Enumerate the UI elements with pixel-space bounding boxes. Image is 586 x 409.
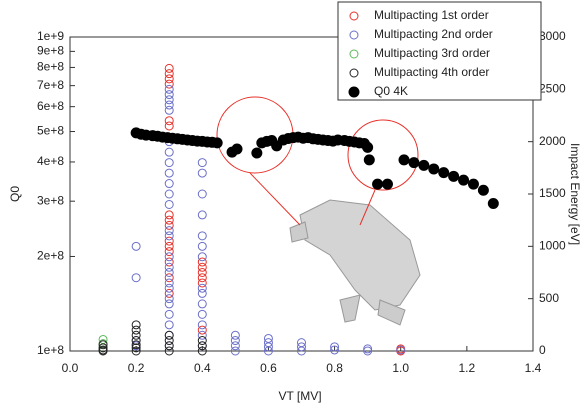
y2-tick-label: 1500 [539,186,566,200]
data-point [198,289,206,297]
data-point [165,321,173,329]
data-point [364,345,372,353]
y-tick-label: 5e+8 [37,124,64,138]
data-point [198,321,206,329]
y-tick-label: 3e+8 [37,193,64,207]
x-tick-label: 1.2 [459,361,476,375]
y-tick-label: 6e+8 [37,99,64,113]
legend-label: Q0 4K [374,84,408,98]
y2-tick-label: 2000 [539,134,566,148]
y2-tick-label: 2500 [539,82,566,96]
data-point [198,242,206,250]
data-point [165,269,173,277]
data-point [409,158,419,168]
legend-marker [349,87,359,97]
data-point [132,274,140,282]
highlight-circle [348,120,418,190]
legend-label: Multipacting 3rd order [374,46,490,60]
y-tick-label: 1e+9 [37,29,64,43]
data-point [198,300,206,308]
legend-label: Multipacting 4th order [374,65,489,79]
data-point [132,242,140,250]
x-tick-label: 1.4 [525,361,542,375]
x-tick-label: 0.0 [62,361,79,375]
x-tick-label: 0.4 [194,361,211,375]
y2-axis-title: Impact Energy [eV] [568,143,582,245]
y-tick-label: 1e+8 [37,343,64,357]
data-point [165,122,173,130]
data-point [165,159,173,167]
y2-tick-label: 0 [539,343,546,357]
data-point [165,169,173,177]
highlight-leader [250,173,300,225]
y-tick-label: 8e+8 [37,60,64,74]
cavity-port [340,295,360,322]
data-point [165,284,173,292]
data-point [363,142,373,152]
y-axis-title: Q0 [8,186,22,202]
chart: VT [MV] Q0 Impact Energy [eV] 0.0 0.2 0.4 0… [0,0,586,409]
data-point [439,168,449,178]
x-tick-label: 1.0 [392,361,409,375]
y-tick-label: 4e+8 [37,154,64,168]
data-point [373,179,383,189]
data-point [478,185,488,195]
data-point [232,144,242,154]
data-point [165,310,173,318]
data-point [364,155,374,165]
legend-label: Multipacting 2nd order [374,27,493,41]
data-point [399,155,409,165]
data-point [468,179,478,189]
data-point [419,160,429,170]
y-tick-label: 9e+8 [37,44,64,58]
data-point [165,300,173,308]
data-point [198,169,206,177]
data-point [488,198,498,208]
cavity-port [290,222,308,242]
y2-tick-label: 500 [539,291,559,305]
y-tick-label: 2e+8 [37,249,64,263]
data-point [165,232,173,240]
data-point [252,148,262,158]
data-point [198,159,206,167]
cavity-illustration [217,97,420,325]
data-point [198,211,206,219]
y2-tick-label: 3000 [539,29,566,43]
x-tick-label: 0.8 [326,361,343,375]
data-point [165,200,173,208]
data-point [212,138,222,148]
data-point [198,190,206,198]
data-point [165,106,173,114]
data-point [198,310,206,318]
legend-label: Multipacting 1st order [374,8,489,22]
data-point [382,179,392,189]
x-tick-label: 0.6 [260,361,277,375]
x-tick-label: 0.2 [128,361,145,375]
cavity-body [300,200,420,310]
data-point [459,175,469,185]
data-point [198,253,206,261]
y2-tick-label: 1000 [539,239,566,253]
data-point [449,171,459,181]
data-point [165,190,173,198]
y-tick-label: 7e+8 [37,78,64,92]
data-point [429,164,439,174]
data-point [165,253,173,261]
data-point [198,232,206,240]
data-point [165,180,173,188]
data-point [165,148,173,156]
x-axis-title: VT [MV] [278,389,321,403]
